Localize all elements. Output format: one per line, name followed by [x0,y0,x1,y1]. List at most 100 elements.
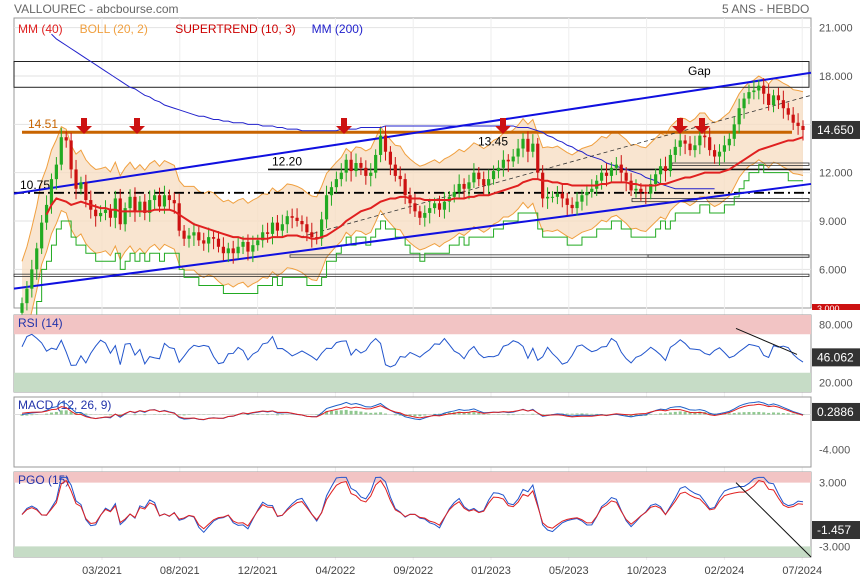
candle-body [796,122,800,126]
candle-body [516,148,520,157]
macd-hist-bar [64,410,68,415]
candle-body [722,145,727,152]
candle-body [472,172,476,183]
rsi-panel-oversold-zone [14,372,811,392]
macd-hist-bar [329,410,333,415]
candle-body [270,222,275,234]
candle-body [781,100,785,109]
candle-body [388,151,392,165]
macd-hist-bar [266,414,270,416]
candle-body [246,241,250,252]
candle-body [536,143,540,173]
chart-header-period: 5 ANS - HEBDO [722,2,810,16]
candle-body [767,93,771,105]
candle-body [383,135,388,152]
x-axis-tick-6: 05/2023 [549,565,589,577]
candle-body [727,138,731,146]
annotation-13-45: 13.45 [478,134,508,148]
candle-body [757,85,761,91]
rsi-panel-title: RSI (14) [18,316,63,330]
macd-hist-bar [624,414,628,417]
macd-hist-bar [595,413,599,415]
candle-body [359,163,363,168]
rsi-panel-tick-0: 20.000 [819,377,853,389]
macd-hist-bar [54,411,58,415]
macd-hist-bar [438,413,442,415]
clipped-tick-badge [812,304,860,310]
candle-body [138,201,142,212]
macd-hist-bar [683,411,687,415]
sell-arrow-head-2 [336,126,352,134]
pgo-signal-line [21,479,804,530]
macd-hist-bar [334,410,338,415]
candle-body [550,196,555,198]
candle-body [712,150,717,157]
candle-body [300,221,304,225]
candle-body [771,95,776,105]
candle-body [491,171,496,180]
candle-body [619,164,623,173]
candle-body [649,183,653,194]
candle-body [275,222,280,231]
candle-body [265,232,270,234]
macd-hist-bar [663,413,667,415]
x-axis-tick-0: 03/2021 [82,565,122,577]
candle-body [369,172,373,176]
candle-body [708,137,712,151]
candle-body [320,219,324,239]
macd-hist-bar [374,412,378,415]
candle-body [285,216,289,225]
macd-hist-bar [79,412,83,415]
candle-body [442,201,447,210]
macd-hist-bar [506,414,510,416]
macd-hist-bar [698,411,702,415]
candle-body [521,138,525,149]
macd-hist-bar [565,413,569,415]
candle-body [241,241,245,247]
candle-body [393,164,397,176]
candle-body [98,212,103,217]
trend-dashed-line [299,94,812,238]
trend-channel-lower [13,182,812,290]
candle-body [604,172,609,176]
candle-body [693,145,697,151]
macd-hist-bar [369,412,373,415]
candle-body [658,166,663,175]
candle-body [398,175,402,180]
candle-body [732,124,736,139]
candle-body [261,232,265,241]
bollinger-band-fill [22,76,803,346]
macd-hist-bar [320,412,324,415]
trend-channel-upper [13,71,812,195]
macd-hist-bar [757,411,761,415]
macd-hist-bar [59,410,63,415]
candle-body [329,187,334,196]
candle-body [79,182,83,189]
candle-body [762,85,766,94]
candle-body [295,217,299,221]
candle-body [344,159,348,173]
candle-body [30,269,34,289]
macd-hist-bar [467,412,471,415]
macd-hist-bar [786,413,790,415]
zone-box-1 [647,254,810,258]
bollinger-upper-line [21,75,804,262]
macd-hist-bar [413,414,417,417]
candle-body [477,172,481,180]
candle-body [531,143,535,152]
macd-hist-bar [143,414,147,416]
macd-hist-bar [182,414,186,416]
last-price-value: 14.650 [817,123,854,137]
candle-body [580,195,584,202]
candle-body [575,201,579,209]
macd-hist-bar [673,411,677,415]
candle-body [143,201,147,213]
candle-body [541,172,545,199]
candle-body [428,208,432,213]
macd-last-value: 0.2886 [817,405,854,419]
annotation-gap: Gap [688,64,711,78]
macd-hist-bar [84,413,88,415]
candle-body [251,245,255,252]
candle-body [20,303,24,313]
